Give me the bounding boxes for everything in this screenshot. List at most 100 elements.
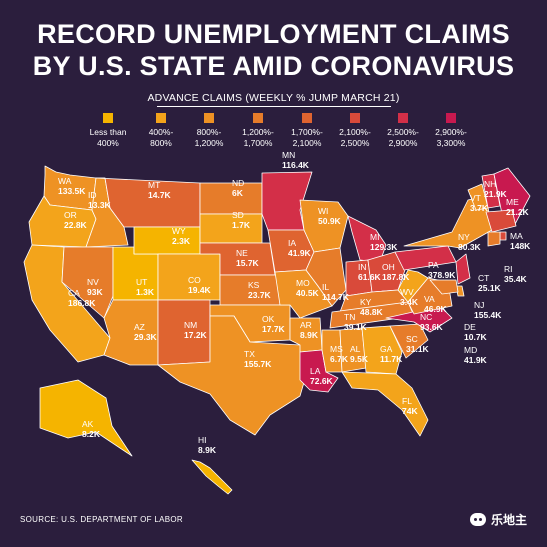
state-value-nj: 155.4K xyxy=(474,310,502,320)
state-value-al: 9.5K xyxy=(350,354,369,364)
state-value-tn: 39.1K xyxy=(344,322,368,332)
state-abbr-ar: AR xyxy=(300,320,312,330)
state-value-ut: 1.3K xyxy=(136,287,155,297)
legend-swatch xyxy=(302,113,312,123)
state-value-ky: 48.8K xyxy=(360,307,384,317)
state-abbr-mt: MT xyxy=(148,180,160,190)
state-abbr-ct: CT xyxy=(478,273,489,283)
legend-item: 2,900%- 3,300% xyxy=(421,113,481,149)
legend-label: 1,700%- 2,100% xyxy=(291,127,323,148)
legend-label: 2,900%- 3,300% xyxy=(435,127,467,148)
legend-item: 2,100%- 2,500% xyxy=(325,113,385,149)
state-abbr-id: ID xyxy=(88,190,97,200)
legend-item: 2,500%- 2,900% xyxy=(373,113,433,149)
state-abbr-oh: OH xyxy=(382,262,395,272)
state-nj xyxy=(455,253,471,285)
state-abbr-nd: ND xyxy=(232,178,244,188)
state-value-co: 19.4K xyxy=(188,285,212,295)
state-value-wv: 3.4K xyxy=(400,297,419,307)
state-value-mn: 116.4K xyxy=(282,160,310,170)
legend-item: 800%- 1,200% xyxy=(179,113,239,149)
state-value-wa: 133.5K xyxy=(58,186,86,196)
legend-swatch xyxy=(253,113,263,123)
state-value-pa: 378.9K xyxy=(428,270,456,280)
state-abbr-az: AZ xyxy=(134,322,145,332)
state-abbr-ia: IA xyxy=(288,238,296,248)
state-value-md: 41.9K xyxy=(464,355,488,365)
state-value-mi: 129.3K xyxy=(370,242,398,252)
title-line-1: RECORD UNEMPLOYMENT CLAIMS xyxy=(37,19,510,49)
state-value-mo: 40.5K xyxy=(296,288,320,298)
state-value-az: 29.3K xyxy=(134,332,158,342)
state-abbr-mi: MI xyxy=(370,232,379,242)
state-fl xyxy=(341,371,429,437)
state-value-ca: 186.8K xyxy=(68,298,96,308)
source-note: SOURCE: U.S. DEPARTMENT OF LABOR xyxy=(20,515,183,524)
state-abbr-co: CO xyxy=(188,275,201,285)
legend-title: ADVANCE CLAIMS (WEEKLY % JUMP MARCH 21) xyxy=(147,92,400,104)
brand-mark: 乐地主 xyxy=(469,511,527,528)
state-abbr-ms: MS xyxy=(330,344,343,354)
state-abbr-ca: CA xyxy=(68,288,80,298)
state-abbr-ak: AK xyxy=(82,419,94,429)
state-wv xyxy=(397,269,429,303)
state-abbr-sd: SD xyxy=(232,210,244,220)
state-value-il: 114.7K xyxy=(322,292,350,302)
legend-swatch xyxy=(204,113,214,123)
state-value-sd: 1.7K xyxy=(232,220,251,230)
state-value-la: 72.6K xyxy=(310,376,334,386)
state-ak xyxy=(39,379,133,457)
state-abbr-ok: OK xyxy=(262,314,275,324)
legend-swatch xyxy=(446,113,456,123)
legend-label: 2,100%- 2,500% xyxy=(339,127,371,148)
legend-label: Less than 400% xyxy=(89,127,127,148)
state-abbr-la: LA xyxy=(310,366,321,376)
legend-label: 2,500%- 2,900% xyxy=(387,127,419,148)
state-oh xyxy=(367,251,406,293)
chat-bubble-icon xyxy=(469,513,486,526)
state-value-ia: 41.9K xyxy=(288,248,312,258)
state-value-ri: 35.4K xyxy=(504,274,528,284)
state-abbr-ma: MA xyxy=(510,231,523,241)
state-abbr-nv: NV xyxy=(87,277,99,287)
state-ri xyxy=(499,231,507,241)
legend-swatch xyxy=(156,113,166,123)
state-value-in: 61.6K xyxy=(358,272,382,282)
state-abbr-or: OR xyxy=(64,210,77,220)
state-value-ok: 17.7K xyxy=(262,324,286,334)
state-md xyxy=(429,279,459,295)
state-abbr-ut: UT xyxy=(136,277,147,287)
state-value-wi: 50.9K xyxy=(318,216,342,226)
state-abbr-wy: WY xyxy=(172,226,186,236)
state-abbr-wa: WA xyxy=(58,176,72,186)
state-abbr-hi: HI xyxy=(198,435,207,445)
state-value-ma: 148K xyxy=(510,241,531,251)
state-abbr-me: ME xyxy=(506,197,519,207)
state-value-ks: 23.7K xyxy=(248,290,272,300)
state-abbr-ky: KY xyxy=(360,297,372,307)
state-abbr-wi: WI xyxy=(318,206,328,216)
state-vt xyxy=(467,183,489,211)
state-value-me: 21.2K xyxy=(506,207,530,217)
state-value-tx: 155.7K xyxy=(244,359,272,369)
state-value-ct: 25.1K xyxy=(478,283,502,293)
state-abbr-tx: TX xyxy=(244,349,255,359)
state-nv xyxy=(61,246,114,319)
legend-label: 800%- 1,200% xyxy=(194,127,224,148)
state-value-ms: 6.7K xyxy=(330,354,349,364)
state-value-nh: 21.9K xyxy=(484,189,508,199)
state-value-fl: 74K xyxy=(402,406,418,416)
state-abbr-tn: TN xyxy=(344,312,355,322)
state-il xyxy=(305,247,347,307)
state-value-de: 10.7K xyxy=(464,332,488,342)
state-abbr-nc: NC xyxy=(420,312,432,322)
state-value-nm: 17.2K xyxy=(184,330,208,340)
state-ma xyxy=(485,209,517,233)
state-ga xyxy=(361,325,403,375)
state-abbr-ks: KS xyxy=(248,280,260,290)
state-value-mt: 14.7K xyxy=(148,190,172,200)
state-abbr-vt: VT xyxy=(470,193,481,203)
state-value-oh: 187.8K xyxy=(382,272,410,282)
state-abbr-sc: SC xyxy=(406,334,418,344)
